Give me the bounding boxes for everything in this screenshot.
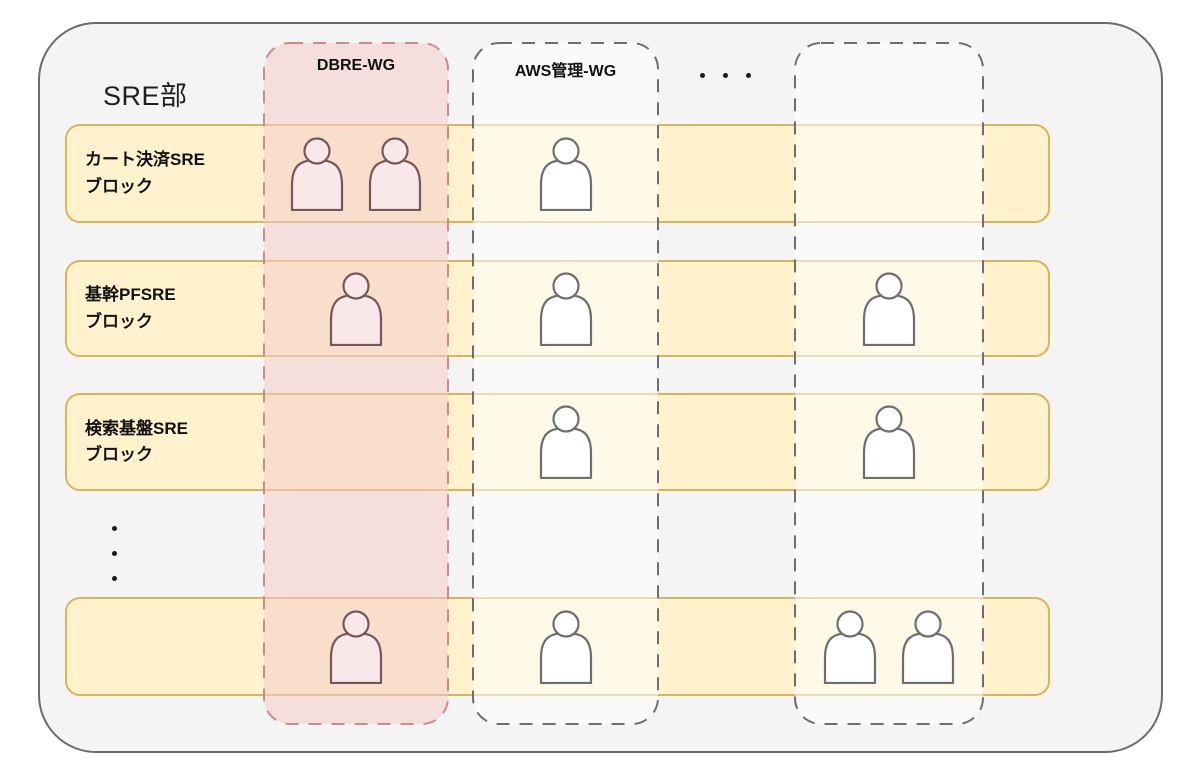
more-rows-ellipsis	[112, 526, 117, 581]
person-icon	[900, 609, 956, 689]
person-icon	[538, 271, 594, 351]
ellipsis-dot	[723, 73, 728, 78]
sre-block-label: 基幹PFSRE ブロック	[85, 285, 176, 331]
person-icon	[538, 609, 594, 689]
container-title: SRE部	[103, 81, 188, 111]
person-icon	[289, 136, 345, 216]
sre-block-label: カート決済SRE ブロック	[85, 150, 205, 196]
working-group-label: AWS管理-WG	[514, 63, 617, 80]
ellipsis-dot	[700, 73, 705, 78]
person-icon	[538, 405, 594, 484]
person-icon	[861, 271, 917, 351]
sre-block-label: 検索基盤SRE ブロック	[85, 418, 188, 464]
person-icon	[861, 405, 917, 484]
working-group-label: DBRE-WG	[316, 57, 396, 74]
person-icon	[328, 609, 384, 689]
person-icon	[822, 609, 878, 689]
ellipsis-dot	[112, 551, 117, 556]
person-icon	[538, 136, 594, 216]
more-columns-ellipsis	[700, 73, 751, 78]
ellipsis-dot	[746, 73, 751, 78]
ellipsis-dot	[112, 576, 117, 581]
person-icon	[367, 136, 423, 216]
ellipsis-dot	[112, 526, 117, 531]
person-icon	[328, 271, 384, 351]
